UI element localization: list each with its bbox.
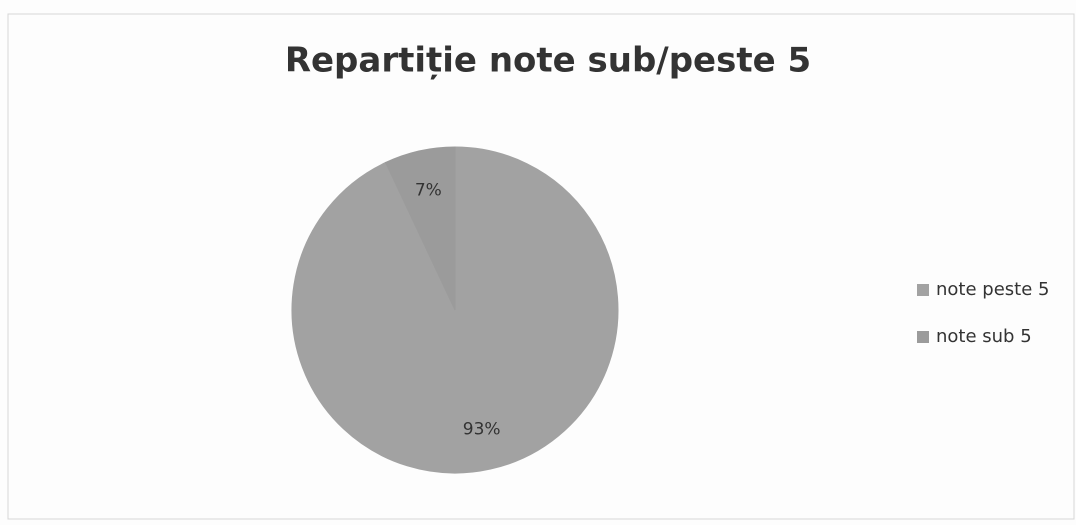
chart-title: Repartiție note sub/peste 5 bbox=[285, 41, 811, 81]
data-label: 7% bbox=[415, 181, 442, 201]
data-label: 93% bbox=[463, 419, 501, 439]
legend-swatch bbox=[917, 284, 929, 296]
legend-label: note sub 5 bbox=[936, 326, 1032, 347]
legend-swatch bbox=[917, 331, 929, 343]
pie-slice bbox=[384, 146, 456, 311]
legend-label: note peste 5 bbox=[936, 279, 1049, 300]
